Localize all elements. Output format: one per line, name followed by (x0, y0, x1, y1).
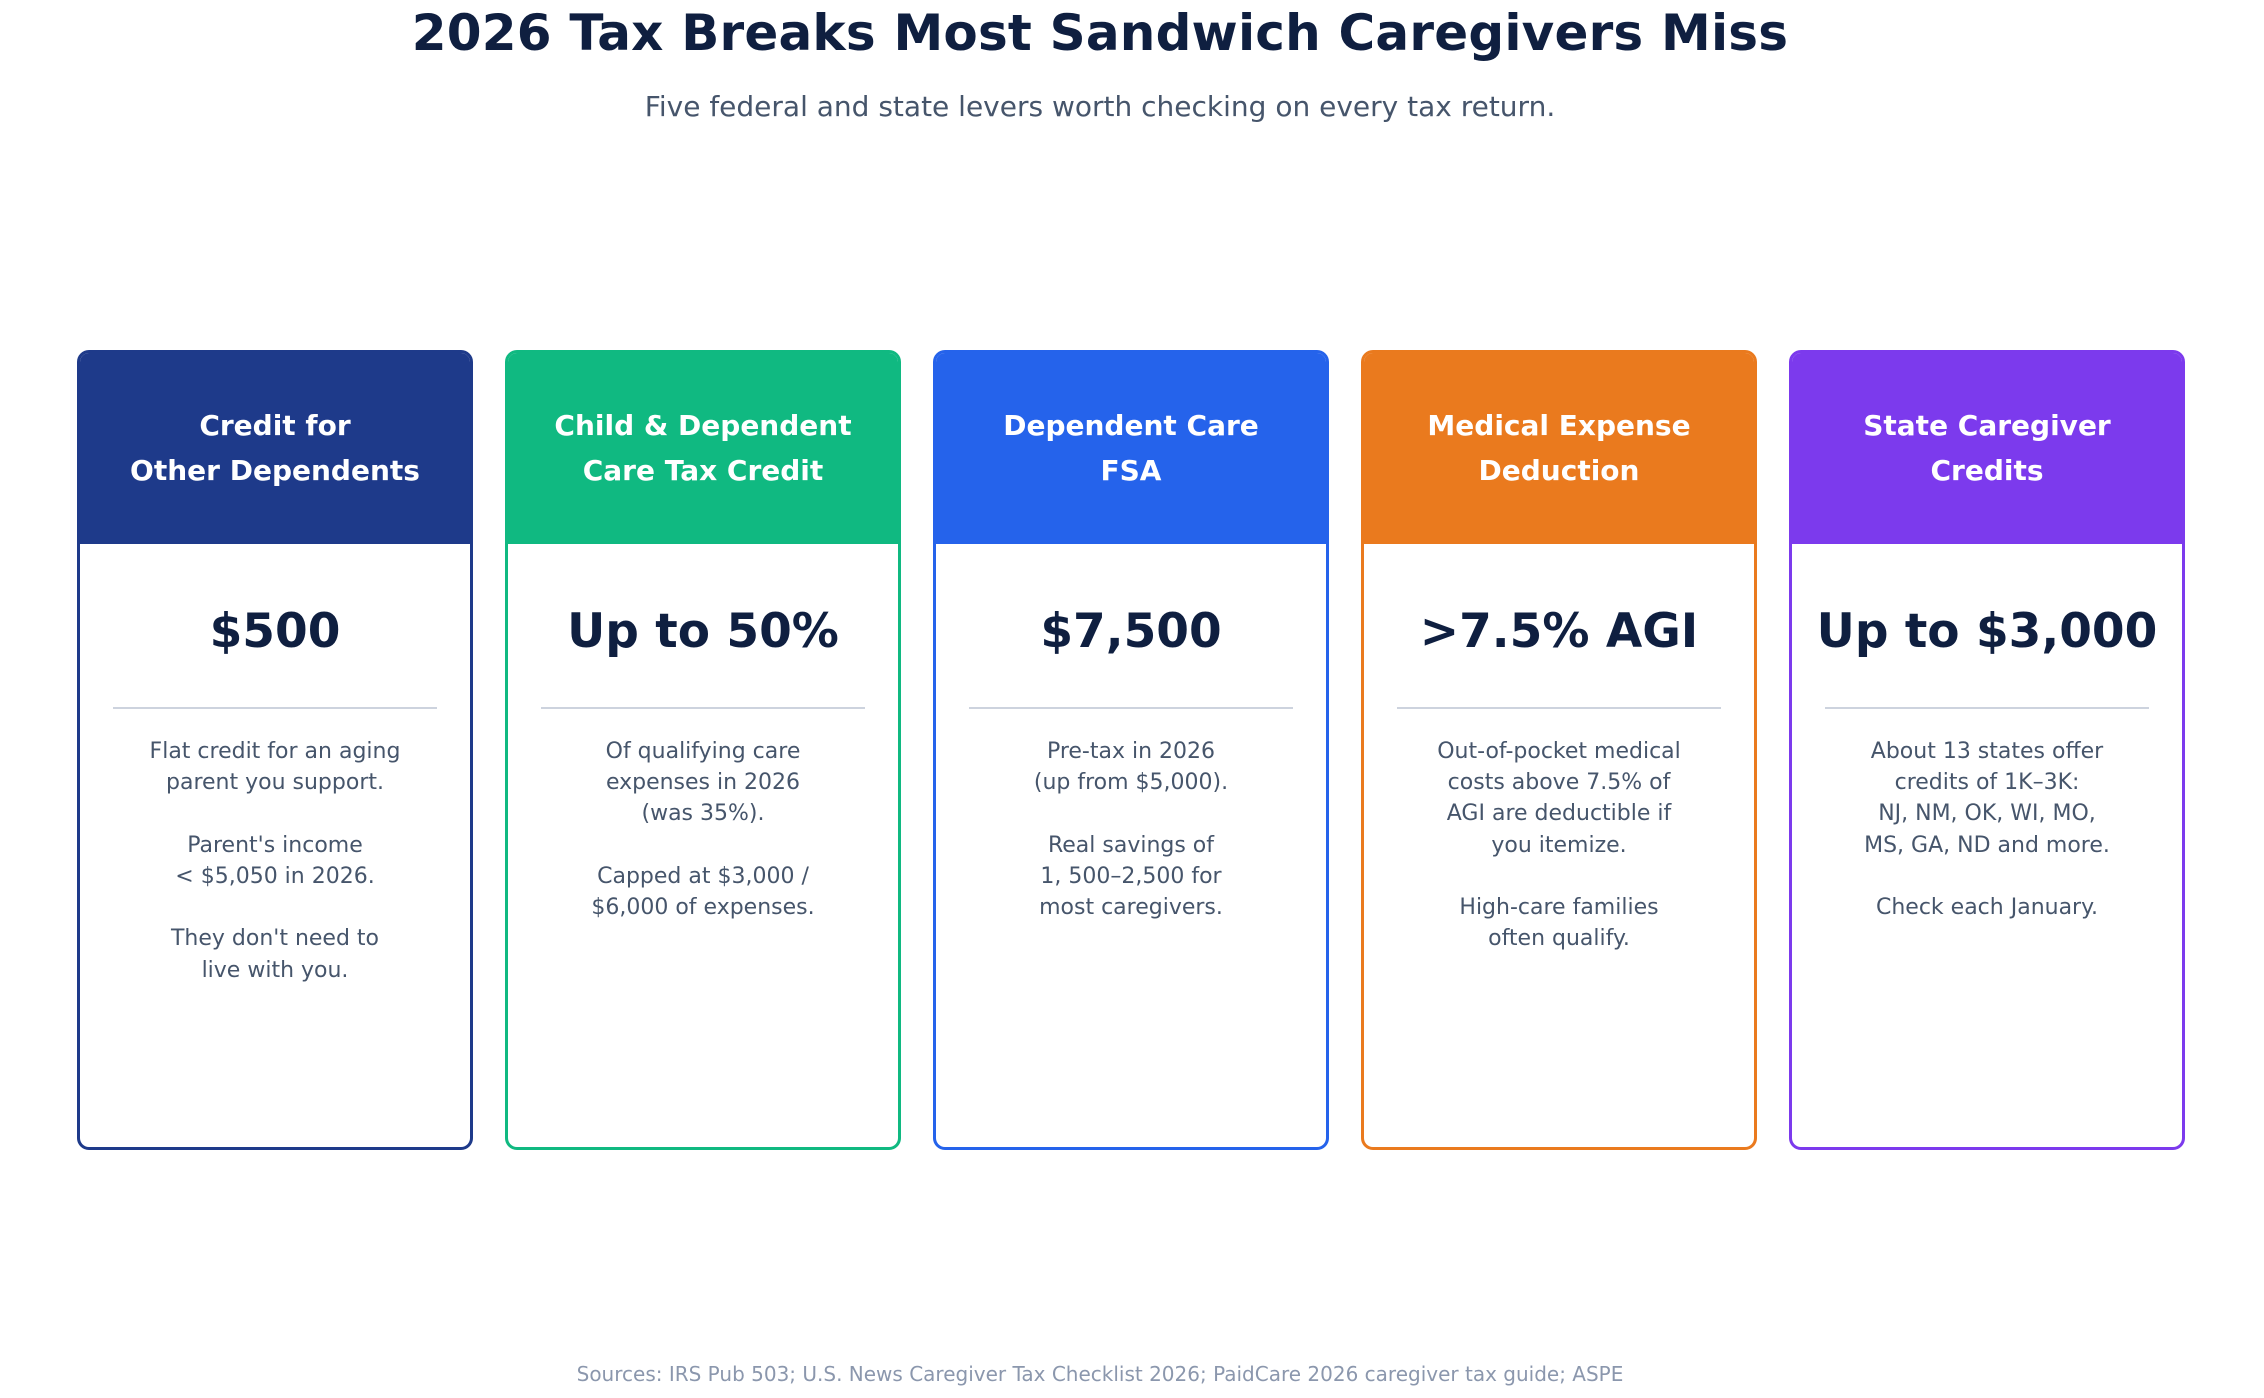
card-value: Up to 50% (567, 604, 839, 659)
card-dependent-care-fsa: Dependent Care FSA $7,500 Pre-tax in 202… (933, 350, 1329, 1150)
card-divider (969, 707, 1293, 709)
card-description: Flat credit for an aging parent you supp… (149, 739, 401, 983)
card-description: Of qualifying care expenses in 2026 (was… (591, 739, 815, 921)
card-header: Medical Expense Deduction (1364, 353, 1754, 544)
card-header: Dependent Care FSA (936, 353, 1326, 544)
card-child-dependent-care-credit: Child & Dependent Care Tax Credit Up to … (505, 350, 901, 1150)
card-state-caregiver-credits: State Caregiver Credits Up to $3,000 Abo… (1789, 350, 2185, 1150)
card-header: Credit for Other Dependents (80, 353, 470, 544)
card-header: State Caregiver Credits (1792, 353, 2182, 544)
page-title: 2026 Tax Breaks Most Sandwich Caregivers… (411, 4, 1789, 62)
card-value: $7,500 (1040, 604, 1222, 659)
card-description: Pre-tax in 2026 (up from $5,000). Real s… (1033, 739, 1229, 921)
card-value: Up to $3,000 (1816, 604, 2158, 659)
card-description: About 13 states offer credits of 1K–3K: … (1864, 739, 2110, 921)
card-divider (541, 707, 865, 709)
card-credit-other-dependents: Credit for Other Dependents $500 Flat cr… (77, 350, 473, 1150)
page-subtitle: Five federal and state levers worth chec… (644, 90, 1556, 123)
tax-break-cards: Credit for Other Dependents $500 Flat cr… (77, 350, 2191, 1156)
card-description: Out-of-pocket medical costs above 7.5% o… (1437, 739, 1681, 952)
card-value: $500 (209, 604, 341, 659)
sources-footer: Sources: IRS Pub 503; U.S. News Caregive… (576, 1362, 1624, 1386)
card-divider (1397, 707, 1721, 709)
card-value: >7.5% AGI (1419, 604, 1699, 659)
card-divider (1825, 707, 2149, 709)
card-medical-expense-deduction: Medical Expense Deduction >7.5% AGI Out-… (1361, 350, 1757, 1150)
card-divider (113, 707, 437, 709)
card-header: Child & Dependent Care Tax Credit (508, 353, 898, 544)
